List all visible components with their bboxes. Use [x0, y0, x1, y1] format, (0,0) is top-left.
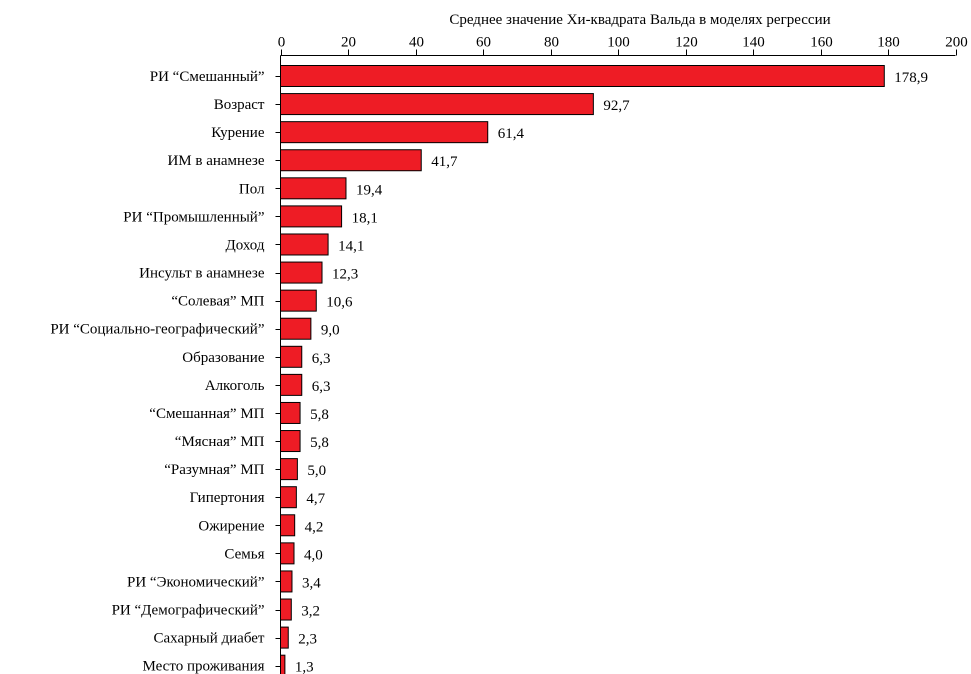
- category-label-19: РИ “Экономический”: [127, 574, 265, 590]
- value-label-7: 14,1: [338, 238, 364, 254]
- x-tick-label-120: 120: [675, 35, 698, 51]
- value-label-11: 6,3: [312, 351, 331, 367]
- value-label-19: 3,4: [302, 575, 321, 591]
- value-label-2: 92,7: [603, 98, 630, 114]
- x-tick-label-60: 60: [476, 35, 491, 51]
- bar-12: [280, 373, 303, 396]
- category-label-7: Доход: [226, 237, 265, 253]
- value-label-4: 41,7: [431, 154, 458, 170]
- value-label-8: 12,3: [332, 267, 358, 283]
- x-tick-label-200: 200: [945, 35, 968, 51]
- category-label-22: Место проживания: [143, 659, 265, 674]
- value-label-3: 61,4: [498, 126, 525, 142]
- value-label-15: 5,0: [307, 463, 326, 479]
- bar-19: [280, 570, 293, 593]
- bar-18: [280, 542, 295, 565]
- value-label-13: 5,8: [310, 407, 329, 423]
- value-label-21: 2,3: [298, 632, 317, 648]
- bar-1: [280, 65, 885, 87]
- value-label-16: 4,7: [306, 491, 325, 507]
- x-axis: 0 20 40 60 80 100 120 140 160 180 200: [278, 35, 968, 674]
- x-tick-label-40: 40: [409, 35, 424, 51]
- value-label-17: 4,2: [305, 519, 324, 535]
- chart-title: Среднее значение Хи-квадрата Вальда в мо…: [449, 12, 830, 28]
- bar-16: [280, 486, 297, 509]
- category-label-16: Гипертония: [190, 490, 265, 506]
- value-label-6: 18,1: [352, 210, 378, 226]
- category-label-12: Алкоголь: [205, 378, 265, 394]
- category-label-20: РИ “Демографический”: [112, 603, 265, 619]
- bar-9: [280, 289, 317, 312]
- category-label-10: РИ “Социально-географический”: [50, 322, 264, 338]
- bar-11: [280, 345, 303, 368]
- category-label-11: Образование: [182, 350, 265, 366]
- value-label-10: 9,0: [321, 323, 340, 339]
- category-label-15: “Разумная” МП: [164, 462, 264, 478]
- bar-2: [280, 93, 594, 116]
- bar-20: [280, 598, 292, 621]
- bars-group: РИ “Смешанный” 178,9 Возраст 92,7 Курение 61,…: [50, 65, 928, 674]
- value-label-9: 10,6: [326, 295, 353, 311]
- category-label-2: Возраст: [214, 97, 265, 113]
- category-label-21: Сахарный диабет: [154, 631, 265, 647]
- bar-21: [280, 626, 289, 649]
- category-label-17: Ожирение: [198, 518, 264, 534]
- category-label-1: РИ “Смешанный”: [150, 69, 265, 85]
- bar-17: [280, 514, 296, 537]
- bar-5: [280, 177, 347, 200]
- bar-6: [280, 205, 343, 228]
- category-label-4: ИМ в анамнезе: [167, 153, 264, 169]
- x-tick-label-100: 100: [607, 35, 630, 51]
- category-label-6: РИ “Промышленный”: [123, 209, 264, 225]
- bar-4: [280, 149, 422, 172]
- x-tick-label-140: 140: [742, 35, 765, 51]
- value-label-12: 6,3: [312, 379, 331, 395]
- x-tick-label-180: 180: [877, 35, 900, 51]
- x-tick-label-160: 160: [810, 35, 833, 51]
- value-label-14: 5,8: [310, 435, 329, 451]
- category-label-13: “Смешанная” МП: [149, 406, 264, 422]
- bar-14: [280, 430, 301, 453]
- category-label-5: Пол: [239, 181, 265, 197]
- value-label-20: 3,2: [301, 604, 320, 620]
- bar-7: [280, 233, 329, 256]
- x-tick-label-20: 20: [341, 35, 356, 51]
- value-label-18: 4,0: [304, 547, 323, 563]
- bar-8: [280, 261, 323, 284]
- bar-22: [280, 654, 286, 674]
- bar-10: [280, 317, 312, 340]
- category-label-9: “Солевая” МП: [171, 294, 264, 310]
- category-label-14: “Мясная” МП: [175, 434, 265, 450]
- value-label-5: 19,4: [356, 182, 383, 198]
- bar-13: [280, 401, 301, 424]
- category-label-18: Семья: [224, 546, 264, 562]
- bar-3: [280, 121, 489, 144]
- category-label-8: Инсульт в анамнезе: [139, 266, 265, 282]
- bar-15: [280, 458, 298, 481]
- x-tick-label-0: 0: [278, 35, 286, 51]
- x-tick-label-80: 80: [544, 35, 559, 51]
- value-label-1: 178,9: [894, 70, 928, 86]
- value-label-22: 1,3: [295, 660, 314, 674]
- category-label-3: Курение: [211, 125, 265, 141]
